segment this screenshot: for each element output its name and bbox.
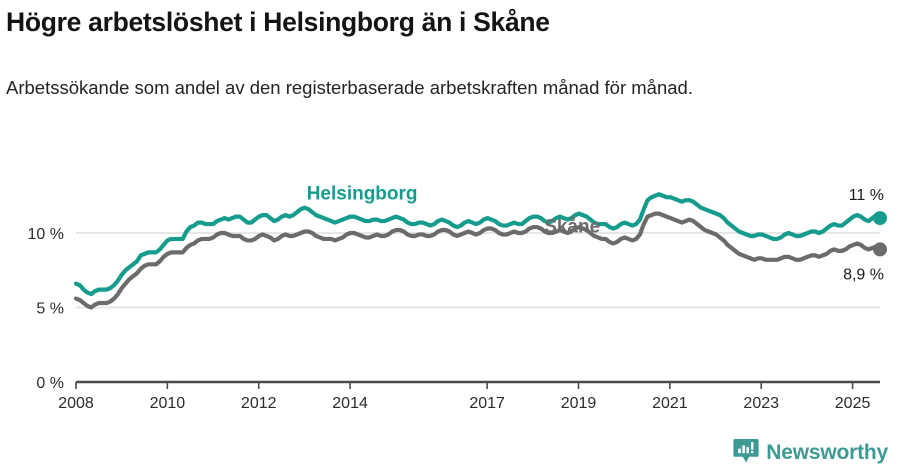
newsworthy-logo-text: Newsworthy [766, 440, 888, 464]
series-end-label-skåne: 8,9 % [843, 266, 884, 283]
series-label-helsingborg: Helsingborg [307, 183, 418, 204]
newsworthy-logo: Newsworthy [733, 438, 888, 466]
series-end-dot-skåne [873, 242, 887, 257]
line-chart: 0 % 5 % 10 % 2008 2010 2012 2014 2017 2019 2021 20… [28, 183, 887, 412]
series-end-label-helsingborg: 11 % [849, 187, 884, 204]
x-tick-label: 2023 [743, 395, 779, 412]
y-tick-label: 0 % [36, 375, 64, 392]
x-tick-label: 2017 [469, 395, 505, 412]
y-tick-label: 5 % [36, 301, 64, 318]
y-tick-label: 10 % [28, 226, 64, 243]
page-title: Högre arbetslöshet i Helsingborg än i Sk… [6, 7, 550, 37]
chart-subtitle: Arbetssökande som andel av den registerb… [6, 77, 693, 98]
x-tick-label: 2021 [652, 395, 688, 412]
x-tick-label: 2025 [835, 395, 871, 412]
series-end-dot-helsingborg [873, 211, 887, 226]
x-tick-label: 2008 [58, 395, 94, 412]
x-tick-label: 2012 [241, 395, 277, 412]
series-line-skåne [73, 211, 883, 310]
x-tick-label: 2014 [332, 395, 368, 412]
x-tick-label: 2010 [150, 395, 186, 412]
series-label-skåne: Skåne [544, 216, 600, 237]
series-line-helsingborg [73, 192, 883, 297]
x-tick-label: 2019 [561, 395, 597, 412]
newsworthy-bar-chart-bubble-icon [733, 439, 759, 463]
